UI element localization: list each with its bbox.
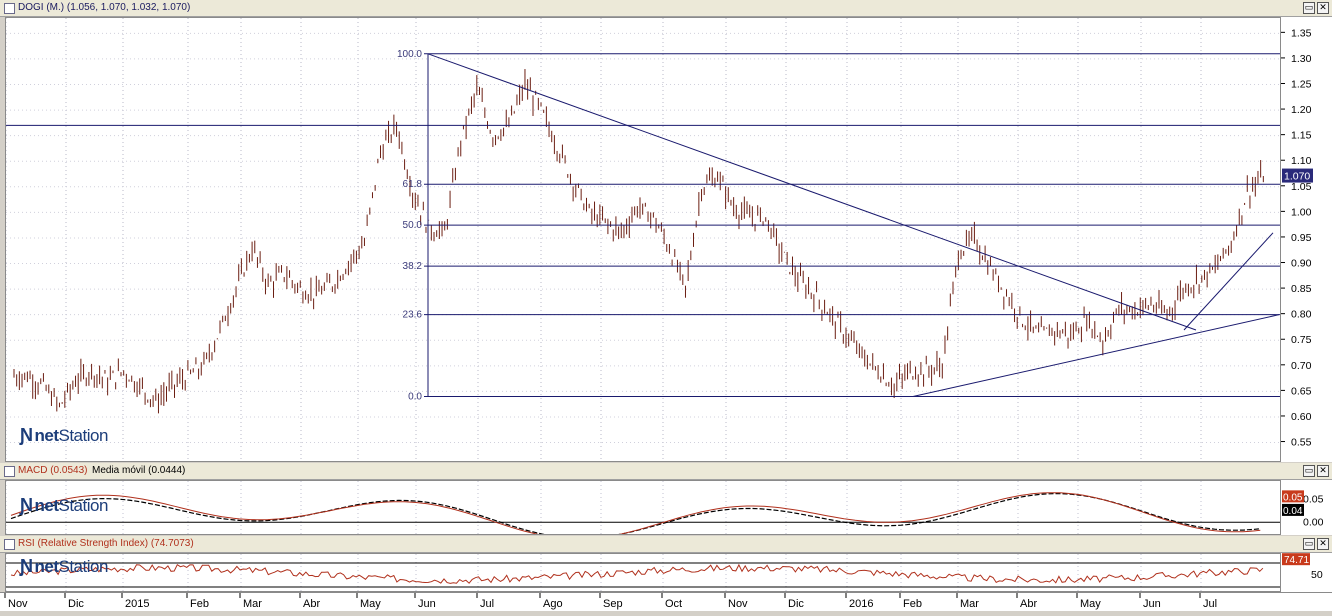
- price-tick-label-1: 0.60: [1291, 411, 1312, 423]
- price-tick-label-6: 0.85: [1291, 283, 1312, 295]
- netstation-logo-icon: Ɲ: [20, 495, 33, 515]
- panel-menu-icon[interactable]: [4, 466, 15, 477]
- x-tick-label-16: Mar: [960, 598, 979, 610]
- price-tick-label-7: 0.90: [1291, 258, 1312, 270]
- macd-value-label: 0.05: [1283, 492, 1303, 503]
- x-tick-label-0: Nov: [8, 598, 28, 610]
- x-tick-label-5: Abr: [303, 598, 320, 610]
- x-tick-label-9: Ago: [543, 598, 563, 610]
- rsi-line: [10, 563, 1264, 584]
- last-price-label: 1.070: [1284, 171, 1310, 183]
- close-icon[interactable]: ✕: [1317, 2, 1329, 14]
- x-tick-label-1: Dic: [68, 598, 84, 610]
- x-tick-label-2: 2015: [125, 598, 149, 610]
- x-tick-label-10: Sep: [603, 598, 623, 610]
- trendline-0: [427, 53, 1197, 331]
- x-tick-label-3: Feb: [190, 598, 209, 610]
- macd-tick-label-1: 0.05: [1303, 493, 1324, 505]
- price-panel: DOGI (M.) (1.056, 1.070, 1.032, 1.070) ▭…: [0, 0, 1332, 462]
- netstation-logo-icon: Ɲ: [20, 425, 33, 445]
- macd-chart[interactable]: [6, 481, 1281, 535]
- rsi-panel-titlebar: RSI (Relative Strength Index) (74.7073) …: [0, 536, 1332, 553]
- macd-panel: MACD (0.0543) Media móvil (0.0444) ▭ ✕ Ɲ…: [0, 463, 1332, 535]
- fib-label-1: 61.8: [403, 179, 423, 190]
- price-y-axis[interactable]: 0.55 0.60 0.65 0.70 0.75 0.80 0.85 0.90 0.95 1.00…: [1280, 17, 1332, 462]
- price-tick-label-4: 0.75: [1291, 334, 1312, 346]
- macd-tick-label-0: 0.00: [1303, 516, 1324, 528]
- x-tick-label-15: Feb: [903, 598, 922, 610]
- panel-menu-icon[interactable]: [4, 3, 15, 14]
- price-tick-label-10: 1.05: [1291, 181, 1312, 193]
- macd-line: [10, 492, 1261, 534]
- x-tick-label-14: 2016: [849, 598, 873, 610]
- rsi-panel: RSI (Relative Strength Index) (74.7073) …: [0, 536, 1332, 592]
- price-tick-label-12: 1.15: [1291, 130, 1312, 142]
- x-tick-label-20: Jul: [1203, 598, 1217, 610]
- minimize-icon[interactable]: ▭: [1303, 465, 1315, 477]
- x-tick-label-8: Jul: [480, 598, 494, 610]
- price-tick-label-11: 1.10: [1291, 155, 1312, 167]
- x-tick-label-7: Jun: [418, 598, 436, 610]
- price-tick-label-3: 0.70: [1291, 360, 1312, 372]
- price-tick-label-0: 0.55: [1291, 437, 1312, 449]
- close-icon[interactable]: ✕: [1317, 538, 1329, 550]
- fib-label-5: 0.0: [408, 392, 422, 403]
- last-price-badge: [1282, 168, 1313, 183]
- price-tick-label-16: 1.35: [1291, 27, 1312, 39]
- trendline-2: [1183, 232, 1274, 331]
- trendline-1: [912, 314, 1280, 397]
- minimize-icon[interactable]: ▭: [1303, 538, 1315, 550]
- x-tick-label-11: Oct: [665, 598, 682, 610]
- price-tick-label-9: 1.00: [1291, 206, 1312, 218]
- macd-signal-line: [10, 492, 1261, 534]
- price-tick-label-8: 0.95: [1291, 232, 1312, 244]
- x-tick-label-19: Jun: [1143, 598, 1161, 610]
- rsi-chart[interactable]: [6, 554, 1281, 592]
- price-tick-label-14: 1.25: [1291, 78, 1312, 90]
- close-icon[interactable]: ✕: [1317, 465, 1329, 477]
- x-tick-label-4: Mar: [243, 598, 262, 610]
- price-chart[interactable]: 100.0 61.8 50.0 38.2 23.6 0.0: [6, 18, 1281, 462]
- macd-panel-subtitle: Media móvil (0.0444): [92, 465, 186, 476]
- minimize-icon[interactable]: ▭: [1303, 2, 1315, 14]
- x-tick-label-13: Dic: [788, 598, 804, 610]
- macd-signal-label: 0.04: [1283, 506, 1303, 517]
- price-tick-label-15: 1.30: [1291, 53, 1312, 65]
- rsi-tick-label-0: 50: [1311, 569, 1323, 581]
- price-tick-label-5: 0.80: [1291, 309, 1312, 321]
- price-tick-label-2: 0.65: [1291, 385, 1312, 397]
- fib-label-0: 100.0: [397, 49, 422, 60]
- x-tick-label-18: May: [1080, 598, 1101, 610]
- macd-y-axis[interactable]: 0.00 0.05 0.05 0.04: [1280, 480, 1332, 535]
- macd-value-badge: [1282, 490, 1304, 503]
- price-panel-title: DOGI (M.) (1.056, 1.070, 1.032, 1.070): [18, 2, 191, 13]
- panel-menu-icon[interactable]: [4, 539, 15, 550]
- macd-panel-title: MACD (0.0543): [18, 465, 88, 476]
- time-x-axis[interactable]: Nov Dic 2015 Feb Mar Abr May Jun Jul Ago Sep Oct Nov…: [0, 592, 1332, 611]
- fib-label-3: 38.2: [403, 261, 423, 272]
- price-panel-titlebar: DOGI (M.) (1.056, 1.070, 1.032, 1.070) ▭…: [0, 0, 1332, 17]
- rsi-value-badge: [1282, 553, 1310, 566]
- price-tick-label-13: 1.20: [1291, 104, 1312, 116]
- macd-panel-titlebar: MACD (0.0543) Media móvil (0.0444) ▭ ✕: [0, 463, 1332, 480]
- netstation-logo-icon: Ɲ: [20, 556, 33, 576]
- x-tick-label-6: May: [360, 598, 381, 610]
- rsi-panel-title: RSI (Relative Strength Index) (74.7073): [18, 538, 194, 549]
- macd-signal-badge: [1282, 503, 1304, 516]
- x-tick-label-12: Nov: [728, 598, 748, 610]
- rsi-y-axis[interactable]: 50 74.71: [1280, 553, 1332, 592]
- fib-label-4: 23.6: [403, 310, 423, 321]
- rsi-value-label: 74.71: [1284, 555, 1309, 566]
- x-tick-label-17: Abr: [1020, 598, 1037, 610]
- fib-label-2: 50.0: [403, 220, 423, 231]
